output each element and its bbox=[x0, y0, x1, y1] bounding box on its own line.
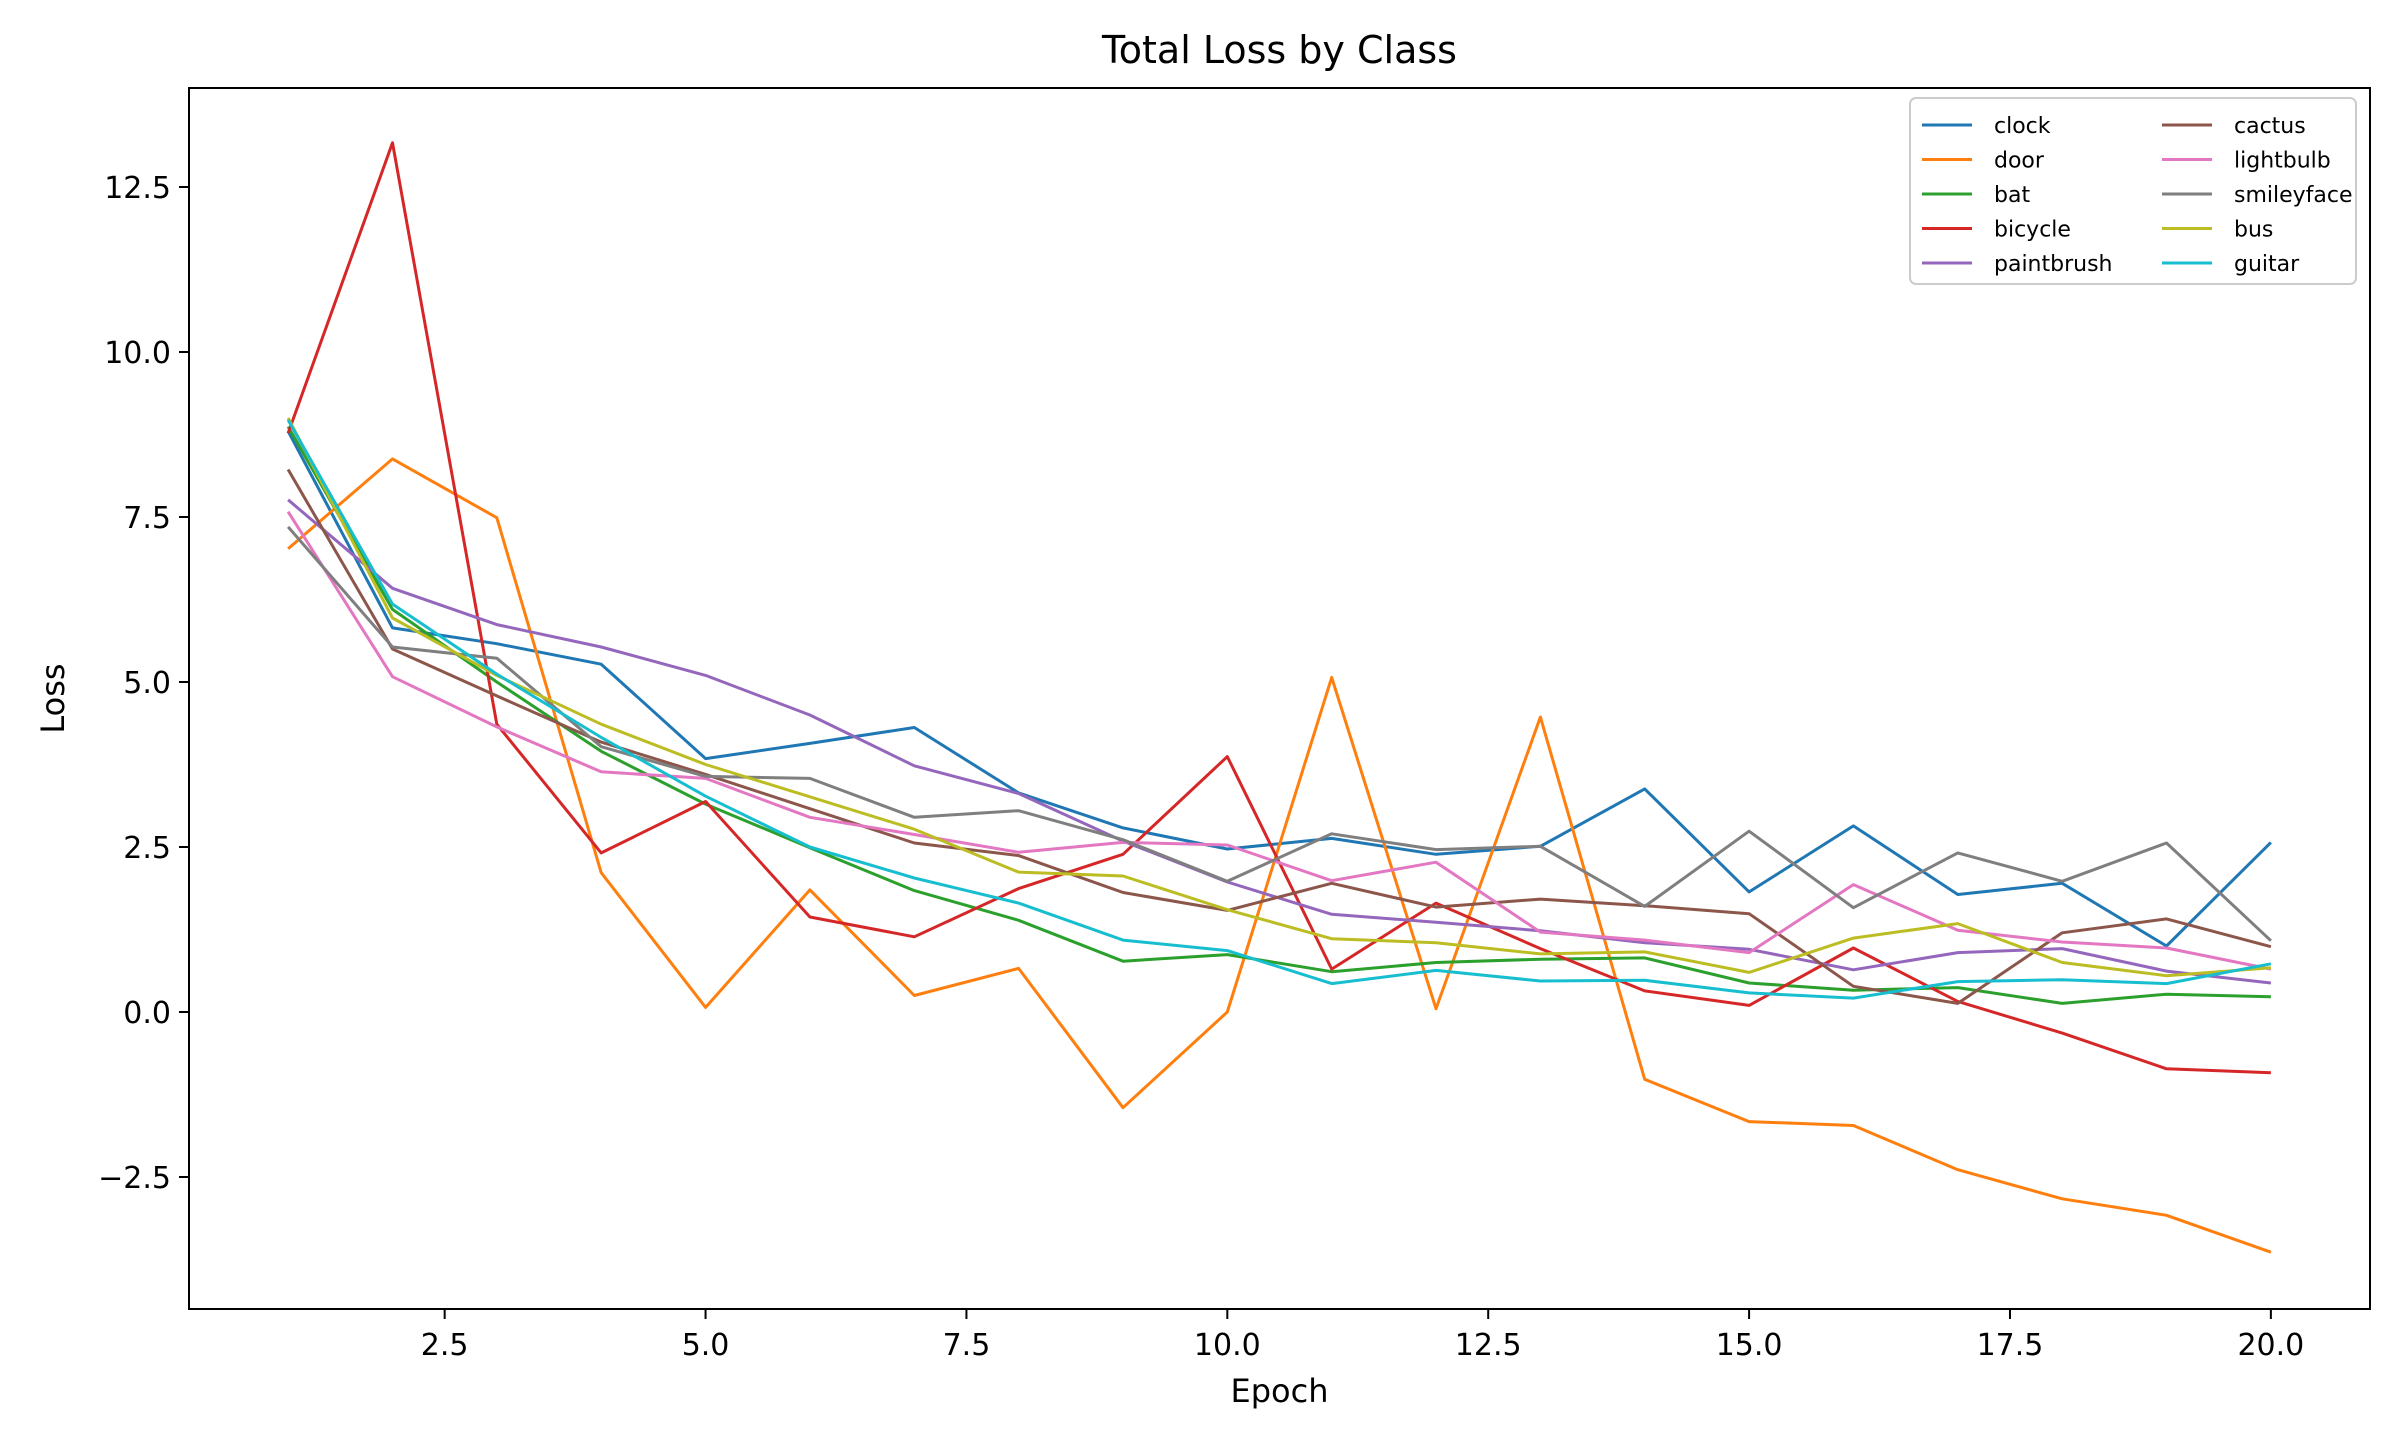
legend-label-bat: bat bbox=[1994, 183, 2030, 208]
y-tick-label: −2.5 bbox=[98, 1161, 171, 1196]
y-tick-label: 10.0 bbox=[104, 336, 171, 371]
y-tick-label: 5.0 bbox=[123, 666, 171, 701]
legend-label-paintbrush: paintbrush bbox=[1994, 252, 2113, 277]
y-tick-label: 12.5 bbox=[104, 171, 171, 206]
plot-frame bbox=[188, 87, 2371, 1310]
series-line-lightbulb bbox=[286, 510, 2272, 971]
y-axis-label: Loss bbox=[34, 663, 72, 733]
legend-label-door: door bbox=[1994, 149, 2045, 174]
x-tick-label: 17.5 bbox=[1977, 1328, 2044, 1363]
x-tick-label: 10.0 bbox=[1194, 1328, 1261, 1363]
x-tick-label: 7.5 bbox=[943, 1328, 991, 1363]
series-line-bat bbox=[286, 425, 2271, 1005]
plot-series bbox=[286, 141, 2272, 1254]
series-line-smileyface bbox=[286, 525, 2272, 942]
legend-label-bicycle: bicycle bbox=[1994, 218, 2071, 243]
y-tick-label: 0.0 bbox=[123, 996, 171, 1031]
legend: clock door bat bicycle paintbrush cactus light… bbox=[1909, 97, 2357, 285]
x-axis-label: Epoch bbox=[1231, 1372, 1329, 1410]
series-line-door bbox=[287, 457, 2272, 1254]
x-tick-label: 15.0 bbox=[1716, 1328, 1783, 1363]
legend-box bbox=[1909, 97, 2357, 285]
x-tick-label: 5.0 bbox=[682, 1328, 730, 1363]
chart-title: Total Loss by Class bbox=[1101, 28, 1457, 72]
legend-label-smileyface: smileyface bbox=[2234, 183, 2353, 208]
x-tick-label: 12.5 bbox=[1455, 1328, 1522, 1363]
y-tick-label: 7.5 bbox=[123, 501, 171, 536]
legend-label-clock: clock bbox=[1994, 114, 2051, 139]
x-tick-label: 2.5 bbox=[421, 1328, 469, 1363]
y-tick-label: 2.5 bbox=[123, 831, 171, 866]
x-tick-label: 20.0 bbox=[2237, 1328, 2304, 1363]
legend-label-cactus: cactus bbox=[2234, 114, 2306, 139]
series-line-bus bbox=[286, 417, 2272, 978]
legend-label-guitar: guitar bbox=[2234, 252, 2300, 277]
axis-ticks: 2.5 5.0 7.5 10.0 12.5 15.0 17.5 20.0 −2.5 0.0 2.5 5… bbox=[98, 171, 2304, 1363]
legend-label-lightbulb: lightbulb bbox=[2234, 149, 2331, 174]
series-line-guitar bbox=[286, 419, 2272, 1000]
legend-label-bus: bus bbox=[2234, 218, 2273, 243]
